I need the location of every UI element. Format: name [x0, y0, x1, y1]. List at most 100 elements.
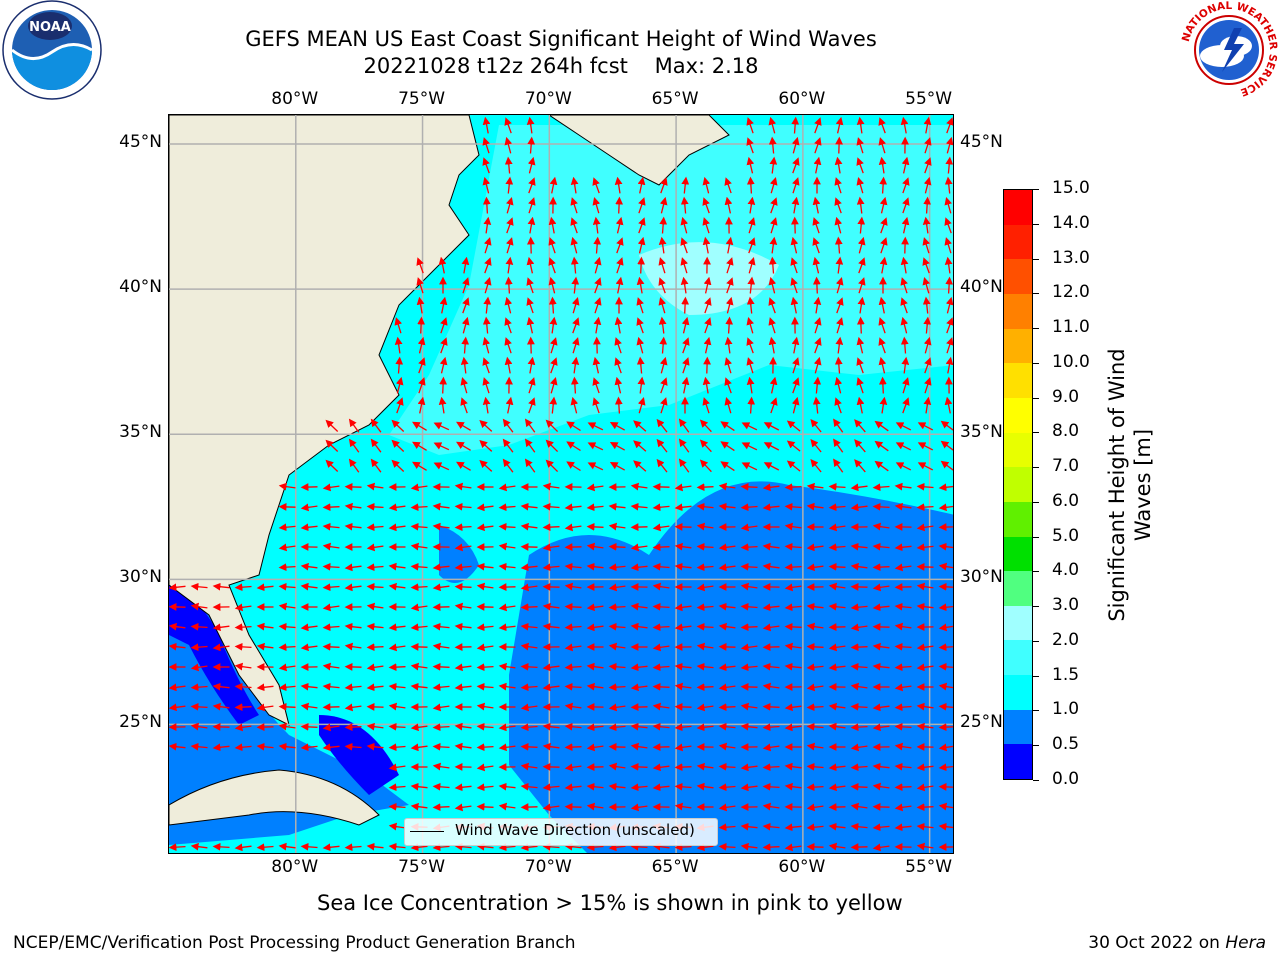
wave-direction-arrow: [762, 802, 780, 811]
wave-direction-arrow: [901, 156, 910, 174]
wave-direction-arrow: [520, 583, 538, 592]
wave-direction-arrow: [300, 623, 318, 632]
lat-tick-left: 35°N: [119, 422, 162, 443]
wave-direction-arrow: [438, 396, 447, 414]
wave-direction-arrow: [498, 623, 516, 632]
wave-direction-arrow: [784, 762, 802, 771]
wave-direction-arrow: [704, 317, 712, 334]
wave-direction-arrow: [916, 503, 934, 512]
wave-direction-arrow: [630, 663, 648, 672]
wave-direction-arrow: [718, 722, 736, 731]
wave-direction-arrow: [587, 462, 604, 471]
wave-direction-arrow: [878, 296, 887, 314]
wave-direction-arrow: [527, 356, 536, 374]
wave-direction-arrow: [636, 356, 645, 374]
noaa-logo-text: NOAA: [29, 20, 71, 35]
wave-direction-arrow: [696, 723, 714, 732]
wave-direction-arrow: [586, 843, 604, 852]
wave-direction-arrow: [234, 703, 252, 712]
wave-direction-arrow: [806, 563, 824, 572]
wave-direction-arrow: [740, 763, 758, 772]
wave-direction-arrow: [637, 236, 646, 254]
wind-wave-direction-arrows: [169, 116, 953, 852]
colorbar-tick-mark: [1033, 780, 1039, 781]
wave-direction-arrow: [461, 336, 470, 354]
wave-direction-arrow: [630, 722, 648, 731]
wave-direction-arrow: [278, 523, 296, 532]
wave-direction-arrow: [190, 643, 208, 652]
wave-direction-arrow: [630, 762, 648, 771]
wave-direction-arrow: [498, 662, 516, 671]
wave-direction-arrow: [388, 523, 406, 532]
wave-direction-arrow: [850, 542, 868, 551]
wave-direction-arrow: [454, 602, 472, 611]
wave-direction-arrow: [505, 396, 514, 414]
wave-direction-arrow: [762, 662, 780, 671]
wave-direction-arrow: [828, 503, 846, 512]
wave-direction-arrow: [872, 522, 890, 531]
wave-direction-arrow: [587, 422, 604, 431]
wave-direction-arrow: [169, 703, 186, 712]
wave-direction-arrow: [498, 503, 516, 512]
wave-direction-arrow: [856, 357, 864, 374]
wave-direction-arrow: [410, 802, 428, 811]
wave-direction-arrow: [300, 582, 318, 591]
wave-direction-arrow: [586, 483, 604, 492]
wave-direction-arrow: [828, 663, 846, 672]
wave-direction-arrow: [741, 462, 758, 471]
wave-direction-arrow: [564, 743, 582, 752]
wave-direction-arrow: [828, 822, 846, 831]
wave-direction-arrow: [812, 217, 820, 234]
colorbar-tick-mark: [1033, 501, 1039, 503]
wave-direction-arrow: [762, 763, 780, 772]
wave-direction-arrow: [615, 216, 624, 234]
wave-direction-arrow: [593, 316, 602, 334]
legend-line-sample: [410, 831, 444, 832]
wave-direction-arrow: [740, 822, 758, 831]
wave-direction-arrow: [725, 316, 734, 334]
wave-direction-arrow: [278, 742, 296, 751]
wave-direction-arrow: [725, 296, 734, 314]
wave-direction-arrow: [636, 336, 645, 354]
wave-direction-arrow: [924, 137, 932, 154]
wave-direction-arrow: [902, 377, 910, 394]
wave-direction-arrow: [652, 722, 670, 731]
wave-direction-arrow: [741, 422, 758, 431]
wave-direction-arrow: [850, 623, 868, 632]
wave-direction-arrow: [902, 397, 910, 414]
wave-direction-arrow: [718, 663, 736, 672]
wave-direction-arrow: [762, 562, 780, 571]
wave-direction-arrow: [322, 603, 340, 612]
wave-direction-arrow: [938, 822, 953, 831]
wave-direction-arrow: [586, 522, 604, 531]
wave-direction-arrow: [850, 702, 868, 711]
wave-direction-arrow: [835, 116, 844, 134]
wave-direction-arrow: [520, 563, 538, 572]
wave-direction-arrow: [498, 802, 516, 811]
wave-direction-arrow: [658, 236, 667, 254]
wave-direction-arrow: [300, 842, 318, 851]
wave-direction-arrow: [834, 236, 843, 254]
colorbar-tick: 0.5: [1052, 734, 1080, 755]
wave-direction-arrow: [344, 622, 362, 631]
colorbar-label-line1: Significant Height of Wind: [1105, 348, 1129, 622]
wave-direction-arrow: [674, 843, 692, 852]
chart-subtitle: 20221028 t12z 264h fcst Max: 2.18: [363, 54, 759, 78]
wave-direction-arrow: [720, 461, 735, 472]
wave-direction-arrow: [696, 542, 714, 551]
lat-tick-left: 25°N: [119, 712, 162, 733]
wave-direction-arrow: [699, 419, 712, 433]
wave-direction-arrow: [850, 503, 868, 512]
wave-direction-arrow: [391, 419, 405, 432]
map-legend: [404, 818, 718, 846]
wave-direction-arrow: [630, 563, 648, 572]
lat-tick-right: 30°N: [960, 567, 1003, 588]
wave-direction-arrow: [718, 803, 736, 812]
wave-direction-arrow: [564, 842, 582, 851]
wave-direction-arrow: [366, 602, 384, 611]
wave-direction-arrow: [462, 277, 470, 294]
wave-direction-arrow: [790, 296, 799, 314]
wave-direction-arrow: [432, 583, 450, 592]
chart-title: GEFS MEAN US East Coast Significant Heig…: [245, 27, 877, 51]
wave-direction-arrow: [806, 703, 824, 712]
